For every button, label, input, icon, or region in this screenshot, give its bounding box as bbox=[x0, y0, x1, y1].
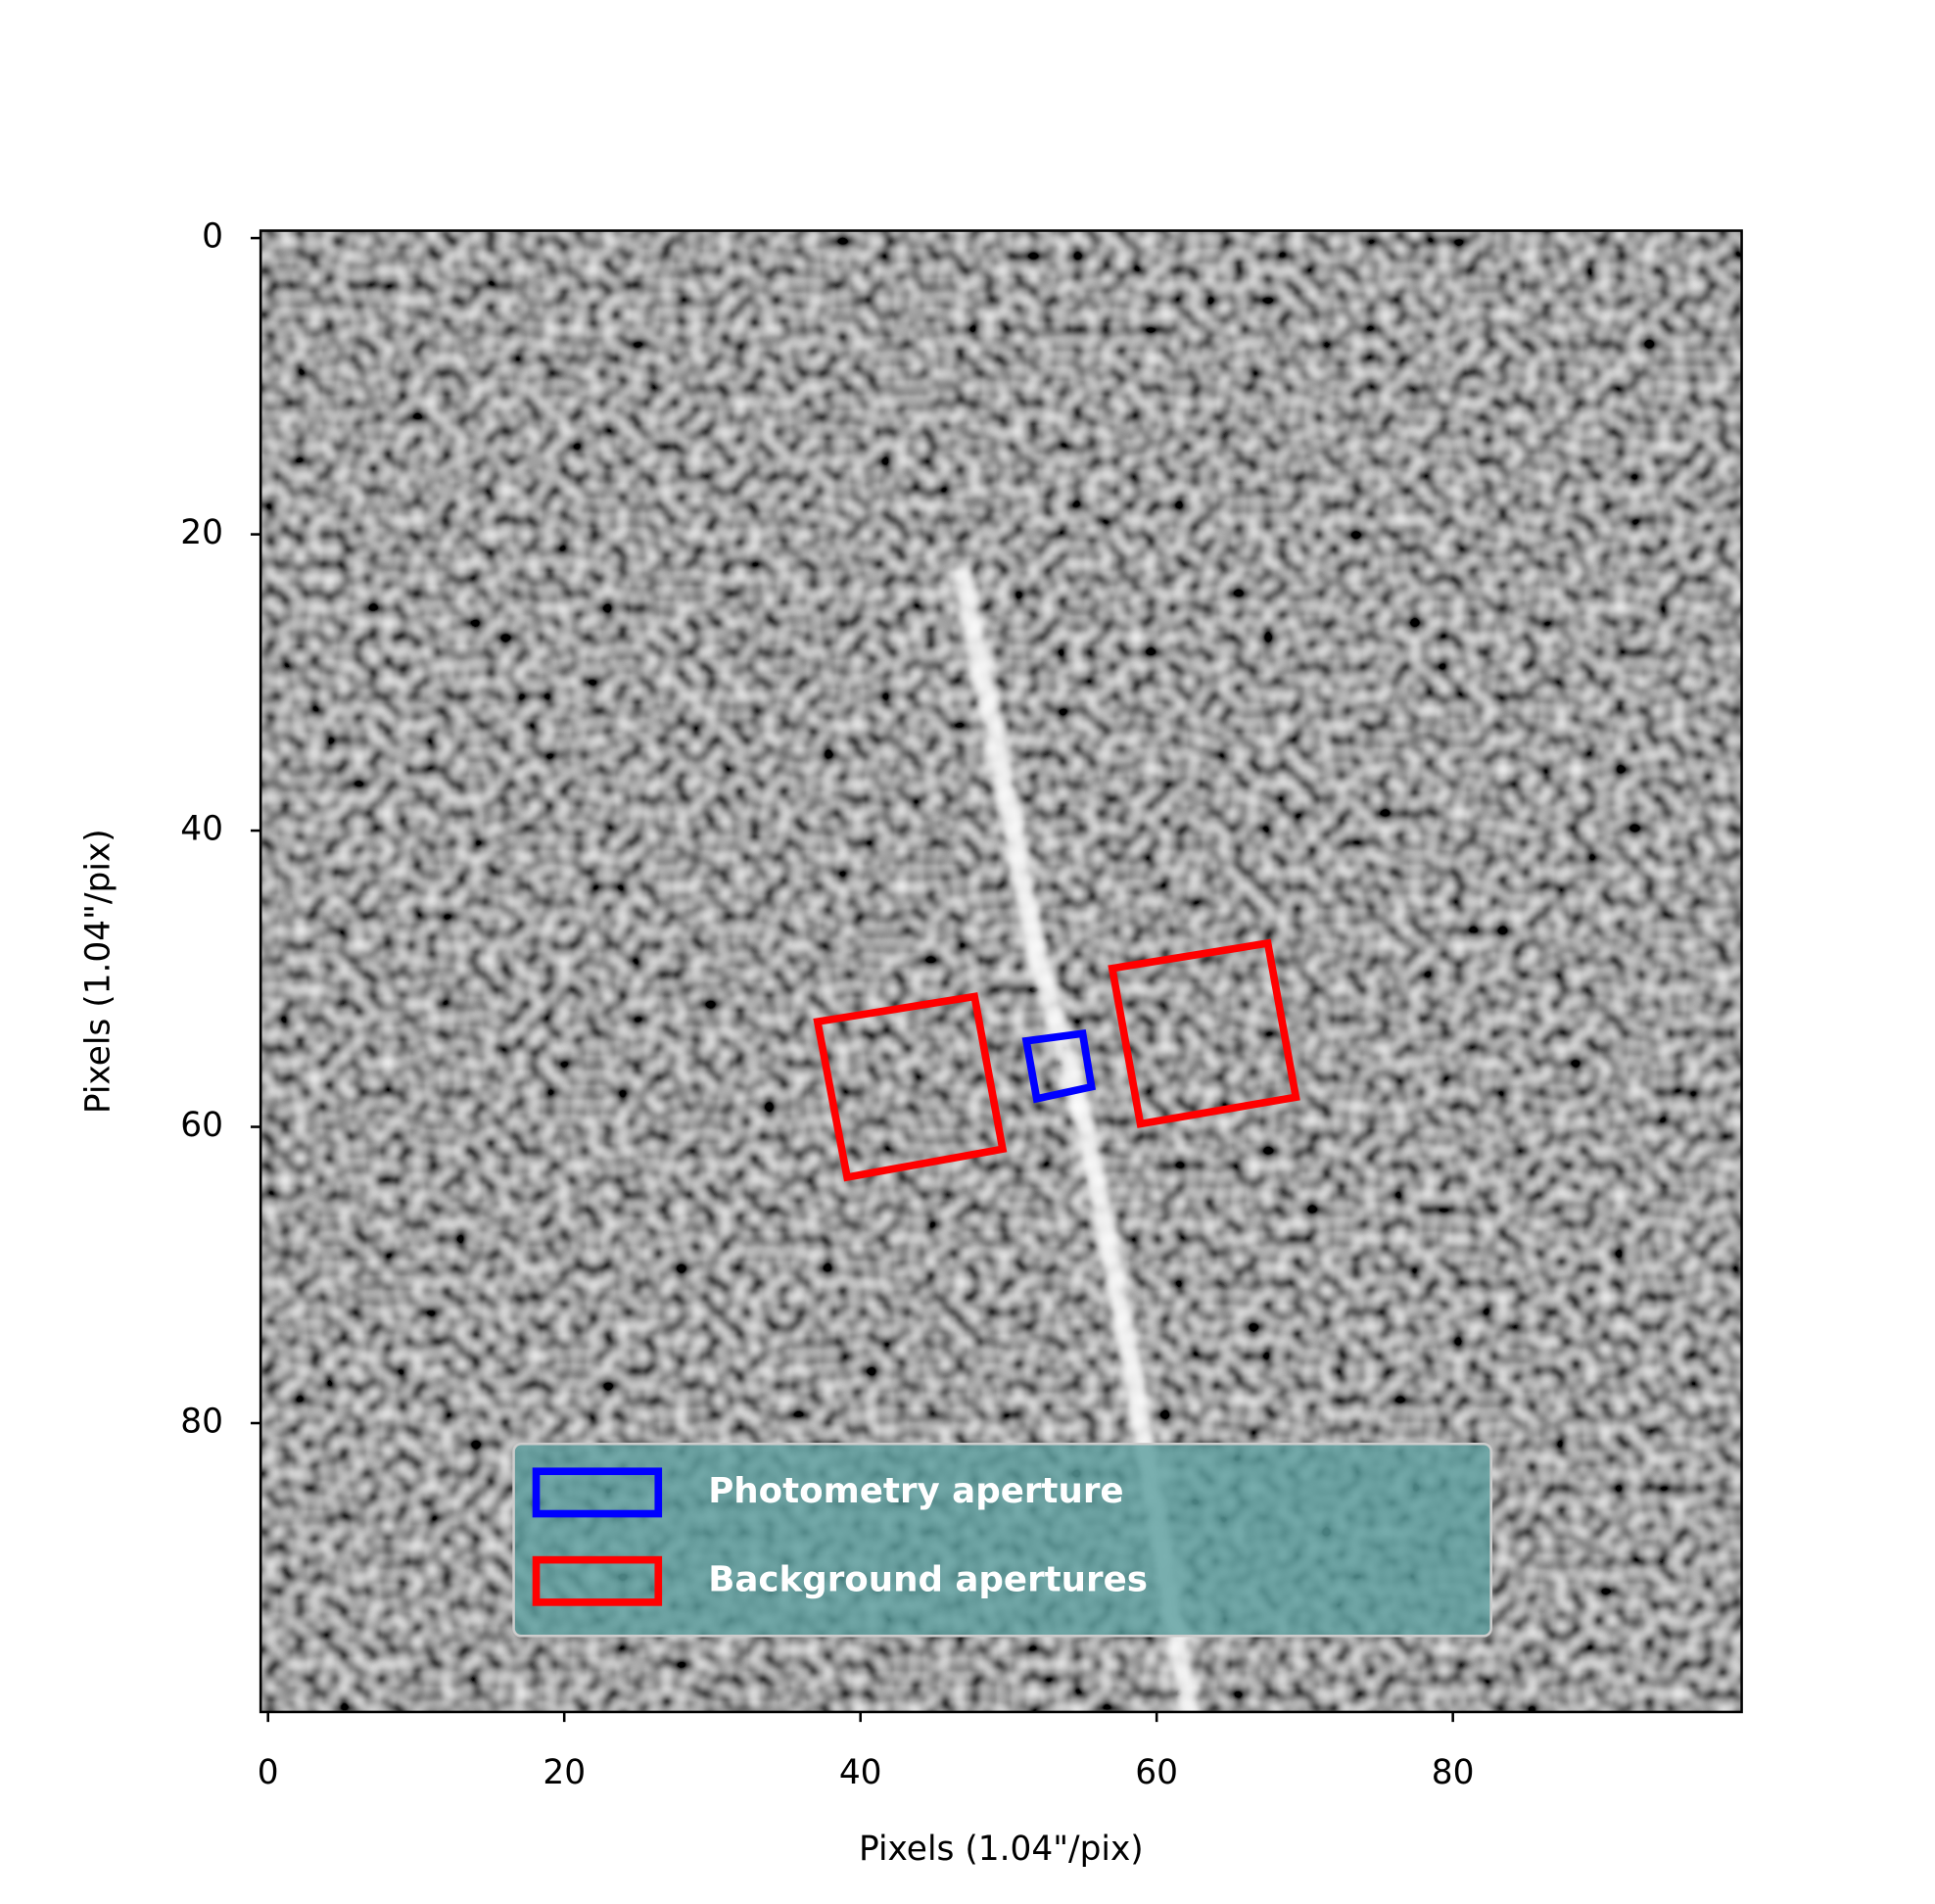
aperture bbox=[1021, 1028, 1096, 1104]
x-tick-label: 0 bbox=[258, 1753, 279, 1792]
legend-handle bbox=[532, 1555, 663, 1606]
legend-label: Photometry aperture bbox=[708, 1471, 1123, 1511]
x-tick-label: 80 bbox=[1432, 1753, 1475, 1792]
x-tick-label: 40 bbox=[839, 1753, 882, 1792]
y-tick-label: 40 bbox=[180, 810, 223, 849]
y-tick-label: 60 bbox=[180, 1106, 223, 1145]
x-axis-label: Pixels (1.04"/pix) bbox=[859, 1830, 1144, 1869]
legend-label: Background apertures bbox=[708, 1559, 1148, 1599]
y-axis-label: Pixels (1.04"/pix) bbox=[78, 829, 118, 1114]
x-tick-label: 20 bbox=[543, 1753, 586, 1792]
x-tick-label: 60 bbox=[1135, 1753, 1178, 1792]
y-tick-label: 80 bbox=[180, 1403, 223, 1442]
y-tick-label: 0 bbox=[202, 217, 223, 257]
legend-handle bbox=[532, 1467, 663, 1518]
y-tick-label: 20 bbox=[180, 513, 223, 552]
aperture bbox=[1108, 938, 1300, 1128]
plot-frame bbox=[259, 229, 1743, 1714]
legend-box bbox=[512, 1442, 1492, 1638]
image bbox=[260, 230, 1742, 1712]
aperture bbox=[813, 992, 1008, 1182]
